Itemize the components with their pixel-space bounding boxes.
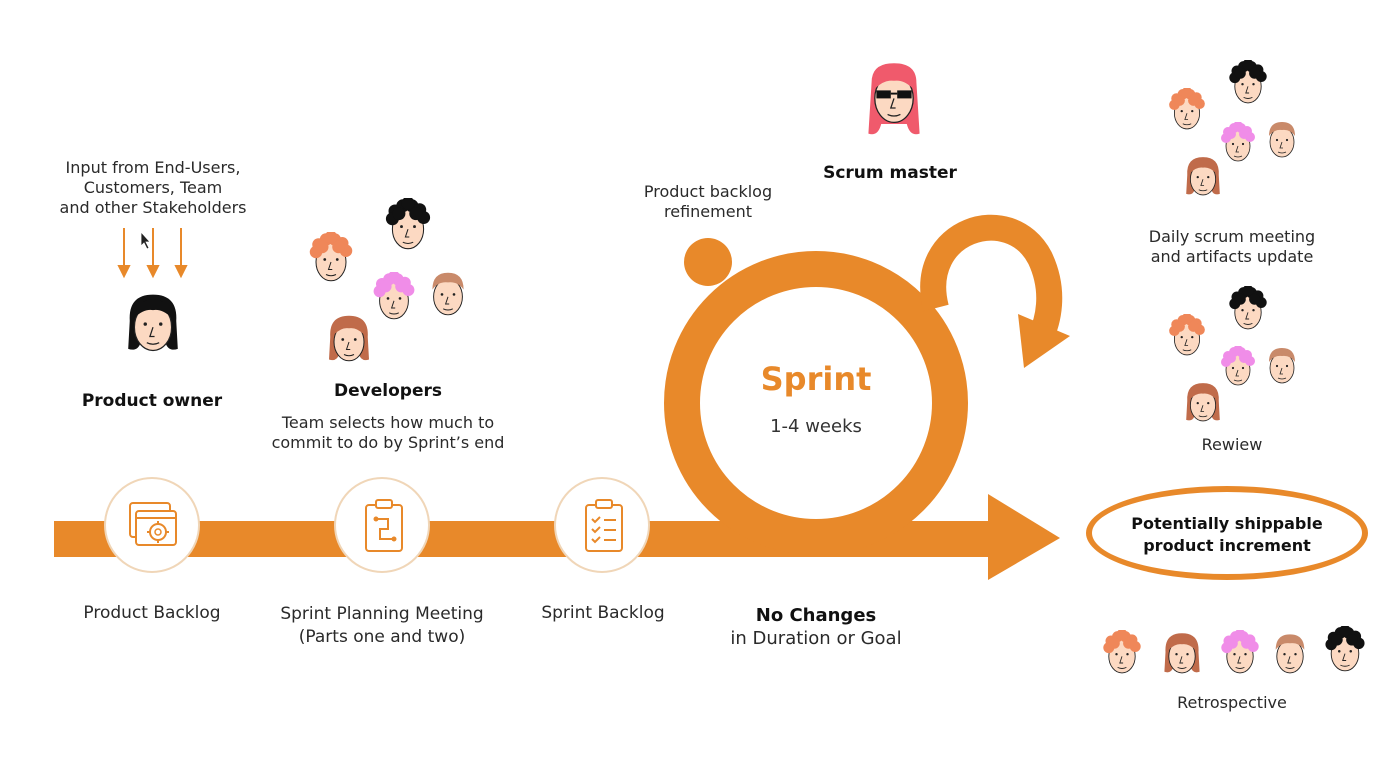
review-avatar-2-icon bbox=[1229, 286, 1267, 330]
daily-avatar-4-icon bbox=[1269, 122, 1295, 158]
gear-window-icon bbox=[129, 502, 177, 546]
clipboard-plan-icon bbox=[365, 499, 403, 552]
increment-label: Potentially shippable product increment bbox=[1131, 514, 1323, 555]
retro-avatar-4-icon bbox=[1275, 634, 1305, 674]
mouse-pointer-icon bbox=[140, 230, 151, 250]
daily-avatar-2-icon bbox=[1229, 60, 1267, 104]
review-label: Rewiew bbox=[1201, 435, 1263, 454]
sprint-backlog-icon-circle bbox=[554, 477, 650, 573]
retrospective-label: Retrospective bbox=[1177, 693, 1287, 712]
checklist-icon bbox=[585, 499, 623, 552]
developer-avatar-4-icon bbox=[432, 272, 464, 316]
review-avatar-1-icon bbox=[1169, 314, 1205, 356]
sprint-ring bbox=[664, 251, 968, 555]
increment-ellipse bbox=[1086, 486, 1368, 580]
review-avatar-3-icon bbox=[1221, 346, 1255, 386]
scrum-master-label: Scrum master bbox=[823, 163, 957, 183]
daily-avatar-3-icon bbox=[1221, 122, 1255, 162]
daily-avatar-1-icon bbox=[1169, 88, 1205, 130]
product-backlog-icon-circle bbox=[104, 477, 200, 573]
developers-description: Team selects how much to commit to do by… bbox=[271, 413, 505, 452]
sprint-backlog-label: Sprint Backlog bbox=[541, 603, 665, 623]
retro-avatar-5-icon bbox=[1325, 626, 1365, 672]
refinement-dot bbox=[684, 238, 732, 286]
review-avatar-4-icon bbox=[1269, 348, 1295, 384]
input-arrows bbox=[117, 228, 188, 279]
no-changes-label: No Changes in Duration or Goal bbox=[730, 605, 902, 649]
inputs-label: Input from End-Users, Customers, Team an… bbox=[59, 158, 247, 217]
sprint-planning-label: Sprint Planning Meeting (Parts one and t… bbox=[280, 604, 484, 647]
developer-avatar-2-icon bbox=[385, 198, 431, 250]
retro-avatar-3-icon bbox=[1221, 630, 1259, 674]
scrum-master-avatar-icon bbox=[868, 63, 920, 135]
sprint-title: Sprint bbox=[760, 360, 872, 398]
product-owner-label: Product owner bbox=[81, 391, 223, 411]
review-avatar-5-icon bbox=[1186, 383, 1220, 422]
daily-loop-arc bbox=[920, 214, 1063, 344]
sprint-planning-icon-circle bbox=[334, 477, 430, 573]
daily-avatar-5-icon bbox=[1186, 157, 1220, 196]
daily-loop-arrow-head bbox=[1018, 314, 1070, 368]
refinement-label: Product backlog refinement bbox=[643, 182, 773, 221]
sprint-duration: 1-4 weeks bbox=[770, 416, 862, 437]
daily-scrum-label: Daily scrum meeting and artifacts update bbox=[1148, 227, 1316, 266]
retro-avatar-2-icon bbox=[1164, 633, 1200, 674]
main-arrow-head bbox=[988, 494, 1060, 580]
developer-avatar-3-icon bbox=[373, 272, 415, 320]
developer-avatar-1-icon bbox=[309, 232, 353, 282]
product-backlog-label: Product Backlog bbox=[83, 603, 221, 623]
retro-avatar-1-icon bbox=[1103, 630, 1141, 674]
developers-label: Developers bbox=[334, 381, 442, 401]
developer-avatar-5-icon bbox=[329, 315, 369, 362]
product-owner-avatar-icon bbox=[128, 294, 178, 352]
